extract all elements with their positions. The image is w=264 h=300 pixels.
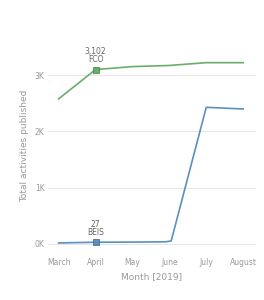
Text: BEIS: BEIS [87, 228, 104, 237]
Text: FCO: FCO [88, 55, 103, 64]
Text: 3,102: 3,102 [85, 47, 106, 56]
Y-axis label: Total activities published: Total activities published [20, 89, 29, 202]
X-axis label: Month [2019]: Month [2019] [121, 272, 182, 281]
Text: 27: 27 [91, 220, 100, 229]
